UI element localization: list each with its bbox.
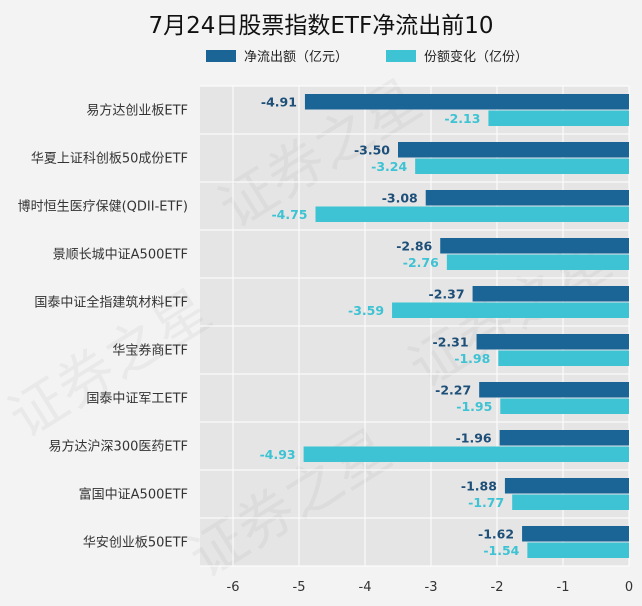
bar-outflow (476, 334, 629, 350)
bar-outflow (472, 286, 629, 302)
x-tick-label: 0 (625, 580, 633, 595)
x-tick-label: -1 (557, 580, 570, 595)
legend-item-outflow: 净流出额（亿元） (206, 46, 348, 65)
category-label: 华安创业板50ETF (83, 536, 188, 551)
bar-outflow (304, 94, 629, 110)
legend-swatch-share-change (386, 49, 416, 62)
bar-share-change (415, 158, 629, 174)
bar-share-change (303, 446, 629, 462)
data-label-share-change: -1.54 (483, 543, 519, 558)
bar-share-change (527, 542, 629, 558)
category-label: 华夏上证科创板50成份ETF (31, 152, 188, 167)
category-label: 富国中证A500ETF (79, 487, 188, 503)
data-label-share-change: -4.75 (271, 207, 307, 222)
bar-share-change (392, 302, 629, 318)
data-label-outflow: -1.62 (478, 526, 514, 541)
data-label-outflow: -3.08 (382, 190, 418, 205)
bar-outflow (398, 142, 629, 158)
category-label: 华宝券商ETF (112, 343, 188, 359)
bar-share-change (500, 398, 629, 414)
chart-title: 7月24日股票指数ETF净流出前10 (148, 13, 494, 39)
bar-share-change (488, 110, 629, 126)
legend-swatch-outflow (206, 49, 236, 62)
data-label-share-change: -1.95 (456, 399, 492, 414)
data-label-outflow: -2.86 (396, 238, 432, 253)
x-tick-label: -4 (359, 580, 372, 595)
category-label: 景顺长城中证A500ETF (53, 248, 188, 263)
bars: -4.91 -2.13 -3.50 -3.24 -3.08 -4.75 -2.86 -2.76… (260, 94, 629, 558)
data-label-outflow: -3.50 (354, 142, 390, 157)
bar-share-change (498, 350, 629, 366)
x-tick-label: -5 (293, 580, 306, 595)
data-label-outflow: -4.91 (261, 94, 297, 109)
bar-outflow (522, 526, 629, 542)
data-label-share-change: -4.93 (260, 447, 296, 462)
category-label: 国泰中证全指建筑材料ETF (34, 295, 188, 311)
category-label: 易方达沪深300医药ETF (49, 439, 188, 455)
legend-label-share-change: 份额变化（亿份） (424, 50, 529, 65)
bar-outflow (499, 430, 629, 446)
data-label-share-change: -3.24 (371, 159, 407, 174)
x-axis: -6 -5 -4 -3 -2 -1 0 (227, 580, 634, 595)
legend-label-outflow: 净流出额（亿元） (244, 50, 349, 65)
category-label: 易方达创业板ETF (86, 103, 188, 119)
bar-share-change (446, 254, 629, 270)
x-tick-label: -2 (491, 580, 504, 595)
data-label-outflow: -2.37 (429, 286, 465, 301)
data-label-share-change: -1.98 (454, 351, 490, 366)
bar-share-change (315, 206, 629, 222)
category-labels: 易方达创业板ETF 华夏上证科创板50成份ETF 博时恒生医疗保健(QDII-ETF… (18, 103, 188, 551)
bar-outflow (440, 238, 629, 254)
data-label-outflow: -2.31 (433, 334, 469, 349)
data-label-share-change: -3.59 (348, 303, 384, 318)
category-label: 国泰中证军工ETF (86, 392, 188, 407)
data-label-outflow: -1.88 (461, 478, 497, 493)
data-label-share-change: -2.76 (403, 255, 439, 270)
x-tick-label: -6 (227, 580, 240, 595)
data-label-share-change: -1.77 (468, 495, 504, 510)
legend-item-share-change: 份额变化（亿份） (386, 46, 528, 65)
data-label-share-change: -2.13 (444, 111, 480, 126)
bar-outflow (425, 190, 629, 206)
bar-outflow (479, 382, 629, 398)
category-label: 博时恒生医疗保健(QDII-ETF) (18, 200, 188, 215)
data-label-outflow: -2.27 (435, 382, 471, 397)
bar-outflow (504, 478, 629, 494)
x-tick-label: -3 (425, 580, 438, 595)
bar-share-change (512, 494, 629, 510)
data-label-outflow: -1.96 (456, 430, 492, 445)
